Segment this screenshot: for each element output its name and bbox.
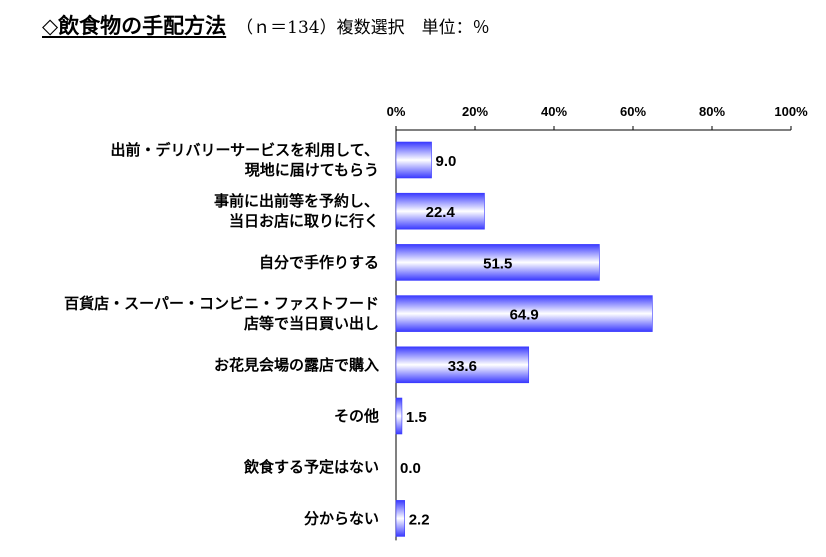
bar-series: 9.0 22.4 51.5 64.9 33.6 1.5 0.0 2.2 [395,141,653,537]
bar-value-label: 0.0 [400,460,421,477]
x-tick-label: 100% [774,104,808,119]
bar-value-label: 51.5 [483,255,512,272]
chart-title: ◇飲食物の手配方法 [42,14,227,38]
x-tick-label: 20% [462,104,488,119]
chart-title-row: ◇飲食物の手配方法 （ｎ＝134）複数選択 単位：％ [42,10,490,46]
bar-value-label: 22.4 [426,204,456,221]
category-label: 飲食する予定はない [243,458,379,476]
category-label: 店等で当日買い出し [244,315,379,333]
bar-value-label: 33.6 [448,358,477,375]
category-label: 現地に届けてもらう [245,161,379,179]
chart-subtitle: （ｎ＝134）複数選択 単位：％ [236,18,490,38]
bar-value-label: 64.9 [510,307,539,324]
category-label: 百貨店・スーパー・コンビニ・ファストフード [64,295,379,313]
bar-value-label: 9.0 [436,153,457,170]
x-tick-label: 80% [699,104,725,119]
category-label: その他 [334,407,379,425]
bar-value-label: 2.2 [409,511,430,528]
x-tick-label: 40% [541,104,567,119]
category-label: 出前・デリバリーサービスを利用して、 [110,141,379,159]
bar [395,346,530,384]
bar-value-label: 1.5 [406,409,427,426]
bar [395,141,432,179]
category-label: お花見会場の露店で購入 [214,356,379,374]
x-axis: 0% 20% 40% 60% 80% 100% [387,104,808,541]
x-tick-label: 60% [620,104,646,119]
bar [395,500,405,537]
bar [395,244,600,281]
bar [395,295,653,332]
x-tick-label: 0% [387,104,406,119]
category-label: 自分で手作りする [259,253,379,271]
category-label: 分からない [304,509,379,527]
category-label: 事前に出前等を予約し、 [214,192,379,210]
category-labels: 出前・デリバリーサービスを利用して、現地に届けてもらう事前に出前等を予約し、当日… [64,141,379,527]
bar [395,192,485,230]
bar [395,397,403,435]
category-label: 当日お店に取りに行く [229,212,379,230]
